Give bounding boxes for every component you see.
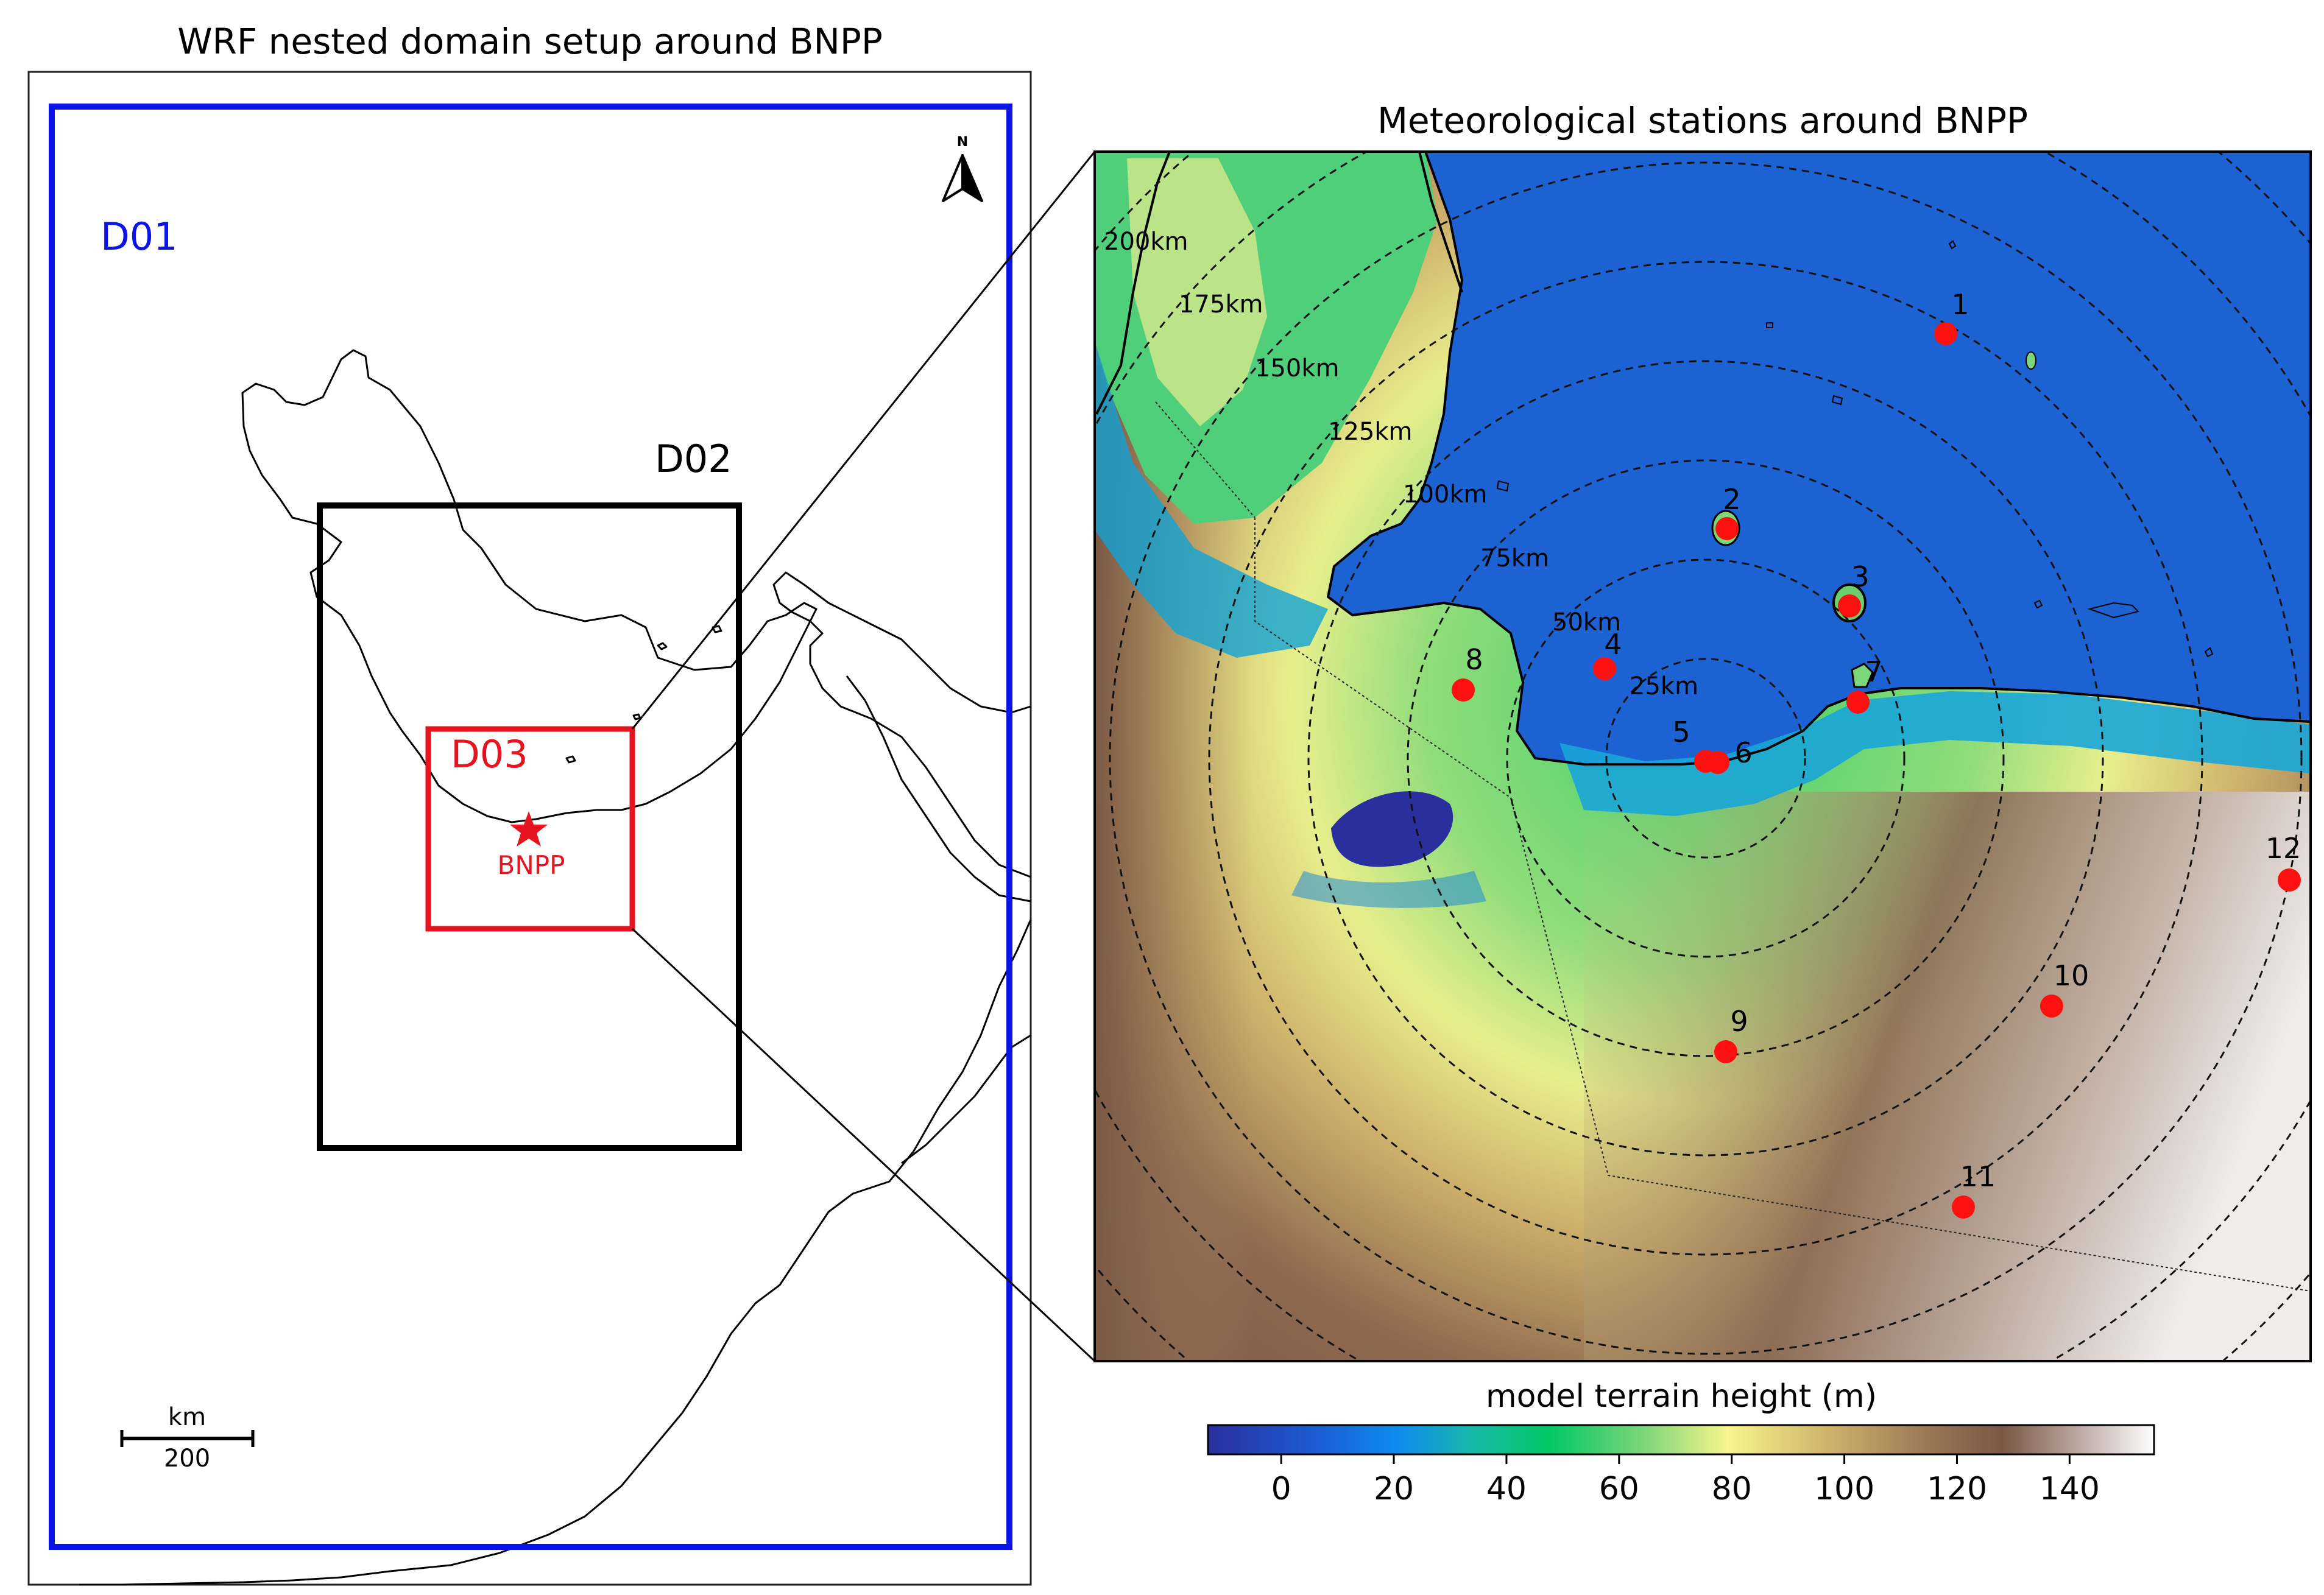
zoom-connector-top (631, 151, 1096, 730)
station-marker[interactable] (1952, 1195, 1975, 1219)
station-label: 3 (1851, 560, 1869, 593)
colorbar-tick-label: 20 (1374, 1471, 1414, 1507)
range-ring (1109, 161, 2303, 1355)
range-ring-label: 50km (1552, 608, 1621, 636)
station-label: 1 (1951, 288, 1969, 321)
station-label: 10 (2054, 959, 2089, 992)
station-marker[interactable] (1714, 1040, 1737, 1063)
station-marker[interactable] (1846, 691, 1870, 714)
domain-d02-label: D02 (655, 437, 732, 481)
station-marker[interactable] (1452, 678, 1475, 702)
right-map-frame (1093, 150, 2312, 1362)
domain-d01-label: D01 (101, 214, 178, 259)
station-label: 11 (1960, 1160, 1996, 1193)
station-label: 8 (1465, 643, 1483, 676)
domain-d02-box (317, 502, 742, 1151)
zoom-connector-bottom (631, 928, 1096, 1362)
station-marker[interactable] (1706, 751, 1729, 774)
scale-bar-unit: km (168, 1403, 206, 1431)
colorbar-tick-label: 100 (1814, 1471, 1874, 1507)
range-ring-label: 25km (1630, 672, 1698, 700)
range-ring (1506, 558, 1905, 958)
left-panel-title: WRF nested domain setup around BNPP (177, 21, 883, 62)
range-ring-label: 200km (1104, 228, 1188, 256)
range-ring-label: 75km (1480, 544, 1549, 572)
range-ring (1407, 459, 2005, 1057)
range-ring-label: 150km (1255, 354, 1339, 382)
scale-bar: km 200 (120, 1403, 255, 1473)
station-label: 2 (1723, 483, 1740, 516)
range-ring (1307, 360, 2104, 1157)
station-marker[interactable] (1934, 322, 1957, 345)
colorbar-tick-label: 60 (1599, 1471, 1639, 1507)
north-arrow-icon: N (942, 135, 983, 202)
range-ring (1208, 261, 2203, 1256)
domain-d01-box (49, 104, 1012, 1550)
colorbar-label: model terrain height (m) (1486, 1378, 1877, 1415)
sea-area (1328, 152, 2311, 764)
domain-d03-label: D03 (451, 732, 528, 776)
colorbar-tick-label: 40 (1486, 1471, 1527, 1507)
station-marker[interactable] (1715, 517, 1739, 540)
colorbar-tick-label: 140 (2040, 1471, 2100, 1507)
station-marker[interactable] (1593, 657, 1616, 680)
station-label: 7 (1865, 655, 1882, 688)
station-marker[interactable] (2040, 995, 2063, 1018)
station-marker[interactable] (1838, 594, 1861, 618)
north-arrow-label: N (957, 135, 968, 150)
colorbar-tick-label: 120 (1927, 1471, 1987, 1507)
colorbar-tick-label: 80 (1712, 1471, 1752, 1507)
bnpp-site-star-icon (510, 811, 548, 847)
station-label: 6 (1734, 736, 1752, 769)
domain-d03-box (425, 726, 635, 932)
station-marker[interactable] (2278, 868, 2301, 892)
range-ring (1605, 658, 1806, 859)
range-ring-label: 175km (1179, 290, 1263, 319)
scale-bar-value: 200 (164, 1445, 210, 1473)
range-rings (1095, 152, 2311, 1361)
range-ring-labels: 25km 50km 75km 100km 125km 150km 175km 200km (1104, 228, 1698, 700)
colorbar-ticks: 0 20 40 60 80 100 120 140 (1271, 1454, 2100, 1507)
range-ring-label: 125km (1328, 418, 1412, 446)
station-label: 12 (2266, 832, 2301, 865)
bnpp-site-label: BNPP (498, 850, 565, 880)
range-ring-label: 100km (1403, 481, 1487, 509)
station-label: 4 (1604, 628, 1622, 661)
right-panel-title: Meteorological stations around BNPP (1377, 100, 2028, 141)
station-label: 9 (1730, 1005, 1748, 1038)
colorbar-tick-label: 0 (1271, 1471, 1291, 1507)
station-label: 5 (1672, 716, 1690, 748)
colorbar (1207, 1424, 2155, 1456)
